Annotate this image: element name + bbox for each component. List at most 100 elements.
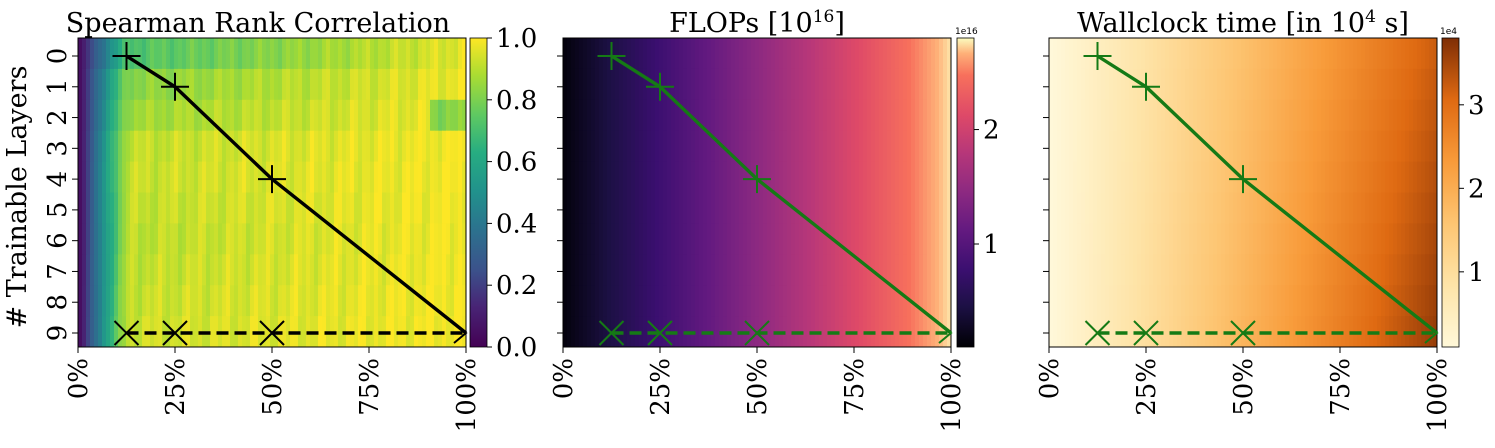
heatmap-cell (655, 223, 660, 255)
heatmap-cell (442, 161, 447, 193)
heatmap-cell (807, 130, 812, 163)
heatmap-cell (755, 223, 760, 255)
heatmap-cell (1377, 68, 1382, 101)
heatmap-cell (1265, 254, 1270, 286)
heatmap-cell (94, 223, 99, 255)
heatmap-cell (462, 285, 467, 317)
heatmap-cell (1213, 68, 1218, 101)
heatmap-cell (1305, 38, 1310, 70)
heatmap-cell (262, 161, 267, 193)
heatmap-cell (939, 99, 944, 132)
heatmap-cell (875, 68, 880, 101)
heatmap-cell (1049, 254, 1054, 286)
heatmap-cell (1213, 38, 1218, 70)
heatmap-cell (683, 192, 688, 224)
heatmap-cell (1141, 130, 1146, 163)
heatmap-cell (358, 254, 363, 286)
heatmap-cell (939, 192, 944, 224)
heatmap-cell (1265, 68, 1270, 101)
heatmap-cell (651, 161, 656, 193)
heatmap-cell (274, 161, 279, 193)
heatmap-cell (190, 99, 195, 132)
heatmap-cell (943, 38, 948, 70)
heatmap-cell (98, 316, 103, 348)
heatmap-cell (254, 254, 259, 286)
heatmap-cell (310, 161, 315, 193)
heatmap-cell (1201, 130, 1206, 163)
heatmap-cell (1201, 161, 1206, 193)
heatmap-cell (1109, 161, 1114, 193)
heatmap-cell (378, 38, 383, 70)
heatmap-cell (1309, 99, 1314, 132)
heatmap-cell (198, 130, 203, 163)
heatmap-cell (358, 38, 363, 70)
heatmap-cell (438, 161, 443, 193)
heatmap-cell (651, 254, 656, 286)
heatmap-cell (122, 192, 127, 224)
heatmap-cell (1365, 254, 1370, 286)
heatmap-cell (1285, 285, 1290, 317)
heatmap-cell (422, 130, 427, 163)
heatmap-cell (342, 130, 347, 163)
colorbar-tick-label: 1.0 (496, 24, 537, 54)
heatmap-cell (310, 223, 315, 255)
heatmap-cell (186, 38, 191, 70)
heatmap-cell (258, 161, 263, 193)
heatmap-cell (579, 223, 584, 255)
heatmap-cell (679, 68, 684, 101)
heatmap-cell (1105, 38, 1110, 70)
heatmap-cell (230, 38, 235, 70)
heatmap-cell (202, 38, 207, 70)
heatmap-cell (1309, 130, 1314, 163)
heatmap-cell (78, 316, 83, 348)
heatmap-cell (378, 99, 383, 132)
heatmap-cell (1409, 285, 1414, 317)
heatmap-cell (1397, 38, 1402, 70)
heatmap-cell (1425, 99, 1430, 132)
heatmap-cell (671, 223, 676, 255)
heatmap-cell (142, 130, 147, 163)
heatmap-cell (1397, 316, 1402, 348)
panel-spearman: Spearman Rank Correlation # Trainable La… (2, 8, 450, 328)
heatmap-cell (446, 285, 451, 317)
heatmap-cell (1333, 130, 1338, 163)
heatmap-cell (1273, 38, 1278, 70)
heatmap-cell (1197, 38, 1202, 70)
heatmap-cell (827, 130, 832, 163)
heatmap-cell (743, 223, 748, 255)
heatmap-cell (150, 38, 155, 70)
heatmap-cell (1273, 130, 1278, 163)
heatmap-cell (795, 99, 800, 132)
heatmap-cell (1341, 285, 1346, 317)
heatmap-cell (779, 68, 784, 101)
heatmap-cell (899, 161, 904, 193)
heatmap-cell (859, 192, 864, 224)
heatmap-cell (1113, 254, 1118, 286)
heatmap-cell (1217, 38, 1222, 70)
heatmap-cell (871, 161, 876, 193)
heatmap-cell (1265, 130, 1270, 163)
heatmap-cell (410, 99, 415, 132)
heatmap-cell (1305, 68, 1310, 101)
heatmap-cell (138, 99, 143, 132)
heatmap-cell (118, 316, 123, 348)
heatmap-cell (370, 130, 375, 163)
heatmap-cell (330, 223, 335, 255)
heatmap-cell (1133, 254, 1138, 286)
heatmap-cell (438, 192, 443, 224)
panel-wallclock: Wallclock time [in 104 s] (1077, 7, 1409, 39)
heatmap-cell (887, 68, 892, 101)
heatmap-cell (939, 161, 944, 193)
heatmap-cell (847, 223, 852, 255)
heatmap-cell (1197, 161, 1202, 193)
heatmap-cell (927, 68, 932, 101)
heatmap-cell (1293, 161, 1298, 193)
heatmap-cell (1141, 254, 1146, 286)
heatmap-cell (1333, 99, 1338, 132)
heatmap-cell (1069, 285, 1074, 317)
heatmap-cell (1165, 68, 1170, 101)
heatmap-cell (807, 38, 812, 70)
heatmap-cell (154, 223, 159, 255)
heatmap-cell (302, 223, 307, 255)
heatmap-cell (1305, 285, 1310, 317)
